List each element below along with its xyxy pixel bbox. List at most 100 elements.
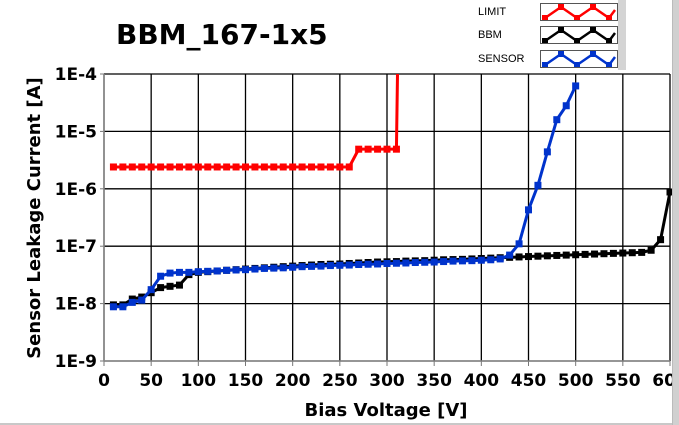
data-point-sensor: [175, 268, 183, 276]
data-point-limit: [383, 145, 391, 153]
data-point-sensor: [515, 240, 523, 248]
bottom-divider: [0, 423, 672, 425]
tick-labels: 0501001502002503003504004505005506001E-4…: [55, 65, 679, 391]
data-point-bbm: [600, 250, 608, 258]
data-point-limit: [364, 145, 372, 153]
data-point-sensor: [525, 206, 532, 214]
series-layer: [109, 13, 674, 311]
data-point-sensor: [506, 251, 514, 259]
legend-item-sensor[interactable]: SENSOR: [466, 49, 618, 69]
data-point-bbm: [657, 236, 665, 244]
legend-swatch: [540, 3, 618, 21]
data-point-limit: [251, 163, 259, 171]
x-tick-label: 550: [605, 371, 641, 391]
data-point-limit: [355, 145, 363, 153]
data-point-sensor: [374, 260, 382, 268]
data-point-sensor: [308, 262, 316, 270]
data-point-bbm: [543, 252, 551, 260]
data-point-sensor: [440, 258, 448, 266]
data-point-sensor: [213, 267, 221, 275]
data-point-bbm: [157, 284, 165, 292]
data-point-limit: [119, 163, 127, 171]
data-point-limit: [166, 163, 174, 171]
x-tick-label: 50: [139, 371, 163, 391]
legend-label: SENSOR: [478, 53, 525, 65]
legend-marker: [558, 4, 564, 10]
legend-label: LIMIT: [478, 6, 507, 18]
x-axis-label: Bias Voltage [V]: [305, 400, 468, 421]
y-tick-label: 1E-4: [55, 65, 97, 85]
data-point-bbm: [534, 252, 542, 260]
legend-marker: [542, 62, 548, 68]
data-point-bbm: [628, 249, 636, 257]
data-point-sensor: [402, 259, 410, 267]
y-tick-label: 1E-6: [55, 180, 97, 200]
data-point-sensor: [534, 181, 542, 189]
data-point-sensor: [260, 264, 268, 272]
data-point-limit: [213, 163, 221, 171]
data-point-bbm: [619, 249, 627, 257]
data-point-sensor: [345, 261, 353, 269]
data-point-limit: [270, 163, 278, 171]
x-tick-label: 450: [511, 371, 547, 391]
legend-item-limit[interactable]: LIMIT: [466, 2, 618, 22]
data-point-limit: [298, 163, 306, 171]
legend-marker: [558, 27, 564, 33]
data-point-bbm: [562, 251, 570, 259]
chart-title: BBM_167-1x5: [116, 18, 328, 51]
data-point-bbm: [647, 246, 655, 254]
data-point-limit: [279, 163, 287, 171]
data-point-sensor: [251, 265, 259, 273]
y-axis-label: Sensor Leakage Current [A]: [24, 77, 45, 359]
x-tick-label: 500: [558, 371, 594, 391]
legend-label: BBM: [478, 29, 502, 41]
data-point-limit: [194, 163, 202, 171]
data-point-bbm: [525, 253, 532, 261]
data-point-sensor: [223, 266, 231, 274]
legend: LIMIT BBM SENSOR: [466, 0, 618, 70]
data-point-sensor: [128, 298, 136, 306]
data-point-limit: [345, 163, 353, 171]
data-point-bbm: [638, 248, 646, 256]
data-point-limit: [326, 163, 334, 171]
legend-marker: [590, 51, 596, 57]
legend-item-bbm[interactable]: BBM: [466, 25, 618, 45]
data-point-sensor: [194, 268, 202, 276]
legend-marker: [606, 62, 612, 68]
data-point-limit: [185, 163, 193, 171]
data-point-sensor: [449, 257, 457, 265]
legend-marker: [574, 15, 580, 21]
x-tick-label: 0: [98, 371, 110, 391]
x-tick-label: 300: [369, 371, 405, 391]
data-point-limit: [317, 163, 325, 171]
data-point-sensor: [487, 256, 495, 264]
data-point-sensor: [543, 148, 551, 156]
data-point-limit: [223, 163, 231, 171]
series-group: [109, 13, 674, 311]
data-point-sensor: [430, 258, 438, 266]
grid: [100, 73, 671, 366]
legend-marker: [590, 4, 596, 10]
legend-marker: [574, 38, 580, 44]
legend-marker: [558, 51, 564, 57]
data-point-limit: [392, 145, 400, 153]
data-point-limit: [395, 13, 402, 20]
data-point-sensor: [562, 102, 570, 110]
data-point-bbm: [591, 250, 599, 258]
right-scrollbar[interactable]: [672, 0, 679, 425]
legend-marker: [542, 15, 548, 21]
legend-swatch: [540, 50, 618, 68]
legend-border: [618, 0, 626, 70]
data-point-limit: [260, 163, 268, 171]
data-point-bbm: [572, 251, 580, 259]
x-tick-label: 400: [464, 371, 500, 391]
data-point-sensor: [468, 257, 476, 265]
data-point-limit: [147, 163, 155, 171]
data-point-limit: [138, 163, 146, 171]
data-point-sensor: [458, 257, 466, 265]
data-point-sensor: [204, 267, 212, 275]
data-point-sensor: [138, 296, 146, 304]
legend-marker: [590, 27, 596, 33]
data-point-limit: [157, 163, 165, 171]
